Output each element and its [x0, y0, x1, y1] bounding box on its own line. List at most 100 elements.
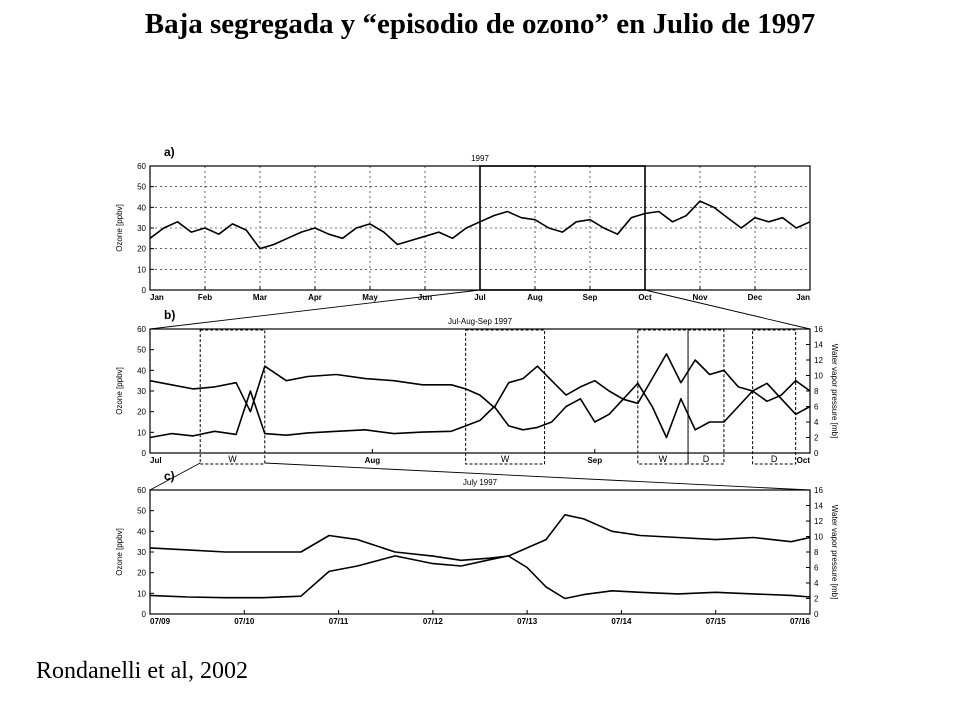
panel-label: c)	[164, 469, 175, 483]
panel-label: b)	[164, 308, 175, 322]
y-tick-label: 10	[137, 428, 146, 437]
y-right-axis-label: Water vapor pressure [mb]	[830, 344, 839, 438]
zoom-line-right-c	[264, 462, 811, 491]
y-right-tick-label: 12	[814, 356, 823, 365]
y-tick-label: 60	[137, 162, 146, 171]
x-tick-label: Jul	[150, 456, 162, 465]
y-tick-label: 40	[137, 203, 146, 212]
ozone-series-line	[149, 513, 811, 562]
ozone-series-line	[149, 200, 811, 250]
y-tick-label: 30	[137, 387, 146, 396]
y-right-tick-label: 16	[814, 325, 823, 334]
event-box	[637, 329, 689, 465]
zoom-line-left	[149, 289, 481, 330]
y-right-axis-label: Water vapor pressure [mb]	[830, 505, 839, 599]
event-box	[687, 329, 725, 465]
y-tick-label: 20	[137, 569, 146, 578]
y-axis-label: Ozone [ppbv]	[115, 367, 124, 415]
y-right-tick-label: 4	[814, 579, 819, 588]
y-axis-label: Ozone [ppbv]	[115, 204, 124, 252]
chart-title: Jul-Aug-Sep 1997	[448, 317, 513, 326]
event-box-label: W	[501, 454, 510, 464]
event-box	[465, 329, 546, 465]
panel-label: a)	[164, 145, 175, 159]
water-vapor-series-line	[149, 555, 811, 600]
ozone-series-line	[149, 352, 811, 413]
y-tick-label: 30	[137, 224, 146, 233]
event-box	[199, 329, 266, 465]
x-tick-label: 07/13	[517, 617, 538, 626]
x-tick-label: Oct	[638, 293, 652, 302]
zoom-line-right	[644, 289, 811, 330]
y-right-tick-label: 14	[814, 341, 823, 350]
x-tick-label: 07/10	[234, 617, 255, 626]
y-right-tick-label: 4	[814, 418, 819, 427]
y-tick-label: 40	[137, 527, 146, 536]
event-box-label: W	[659, 454, 668, 464]
zoom-connectors	[149, 289, 811, 491]
y-right-tick-label: 8	[814, 548, 819, 557]
x-tick-label: Aug	[365, 456, 381, 465]
x-tick-label: Feb	[198, 293, 212, 302]
panel-a: 0 10 20 30 40 50 60 Jan Feb Mar Apr May Jun Jul Aug Sep…	[115, 145, 811, 302]
y-tick-label: 40	[137, 366, 146, 375]
y-right-tick-label: 0	[814, 610, 819, 619]
y-right-tick-label: 0	[814, 449, 819, 458]
x-tick-label: Mar	[253, 293, 267, 302]
x-tick-label: Jun	[418, 293, 432, 302]
x-tick-label: 07/15	[706, 617, 727, 626]
y-tick-label: 10	[137, 589, 146, 598]
x-tick-label: 07/09	[150, 617, 171, 626]
x-tick-label: Nov	[692, 293, 708, 302]
y-right-tick-label: 2	[814, 434, 819, 443]
water-vapor-series-line	[149, 382, 811, 439]
x-tick-label: Dec	[748, 293, 763, 302]
event-box-label: D	[771, 454, 778, 464]
y-tick-label: 60	[137, 486, 146, 495]
chart-title: 1997	[471, 154, 489, 163]
x-tick-label: 07/12	[423, 617, 444, 626]
panel-b: W W W D D 0 10 20 30 40 50 60 0 2 4 6 8 10 12 14 16 Jul Aug Sep…	[115, 308, 839, 465]
x-tick-label: Sep	[587, 456, 602, 465]
y-right-tick-label: 6	[814, 564, 819, 573]
y-tick-label: 0	[142, 286, 147, 295]
y-right-tick-label: 8	[814, 387, 819, 396]
event-box-label: W	[228, 454, 237, 464]
y-tick-label: 50	[137, 183, 146, 192]
y-tick-label: 60	[137, 325, 146, 334]
x-tick-label: Apr	[308, 293, 322, 302]
y-tick-label: 0	[142, 449, 147, 458]
y-tick-label: 50	[137, 346, 146, 355]
x-tick-label: May	[362, 293, 378, 302]
y-right-tick-label: 10	[814, 533, 823, 542]
y-right-tick-label: 6	[814, 403, 819, 412]
event-box-label: D	[703, 454, 710, 464]
x-tick-label: Jul	[474, 293, 486, 302]
slide-title: Baja segregada y “episodio de ozono” en …	[144, 8, 816, 40]
panel-c: 0 10 20 30 40 50 60 0 2 4 6 8 10 12 14 16 07/09 07/10 07/1…	[115, 469, 839, 626]
x-tick-label: 07/14	[611, 617, 632, 626]
citation: Rondanelli et al, 2002	[36, 658, 248, 684]
x-tick-label: Oct	[797, 456, 811, 465]
x-tick-label: Jan	[150, 293, 164, 302]
y-right-tick-label: 16	[814, 486, 823, 495]
x-tick-label: 07/16	[790, 617, 811, 626]
x-tick-label: Sep	[583, 293, 598, 302]
x-tick-label: 07/11	[329, 617, 349, 626]
y-tick-label: 20	[137, 245, 146, 254]
y-tick-label: 20	[137, 408, 146, 417]
y-right-tick-label: 10	[814, 372, 823, 381]
chart-title: July 1997	[463, 478, 498, 487]
y-right-tick-label: 12	[814, 517, 823, 526]
plot-frame	[149, 328, 811, 454]
y-tick-label: 0	[142, 610, 147, 619]
x-tick-label: Aug	[527, 293, 543, 302]
y-right-tick-label: 14	[814, 502, 823, 511]
y-tick-label: 30	[137, 548, 146, 557]
y-right-tick-label: 2	[814, 595, 819, 604]
x-tick-label: Jan	[796, 293, 810, 302]
y-axis-label: Ozone [ppbv]	[115, 528, 124, 576]
y-tick-label: 50	[137, 507, 146, 516]
zoom-line-left-c	[149, 462, 201, 491]
